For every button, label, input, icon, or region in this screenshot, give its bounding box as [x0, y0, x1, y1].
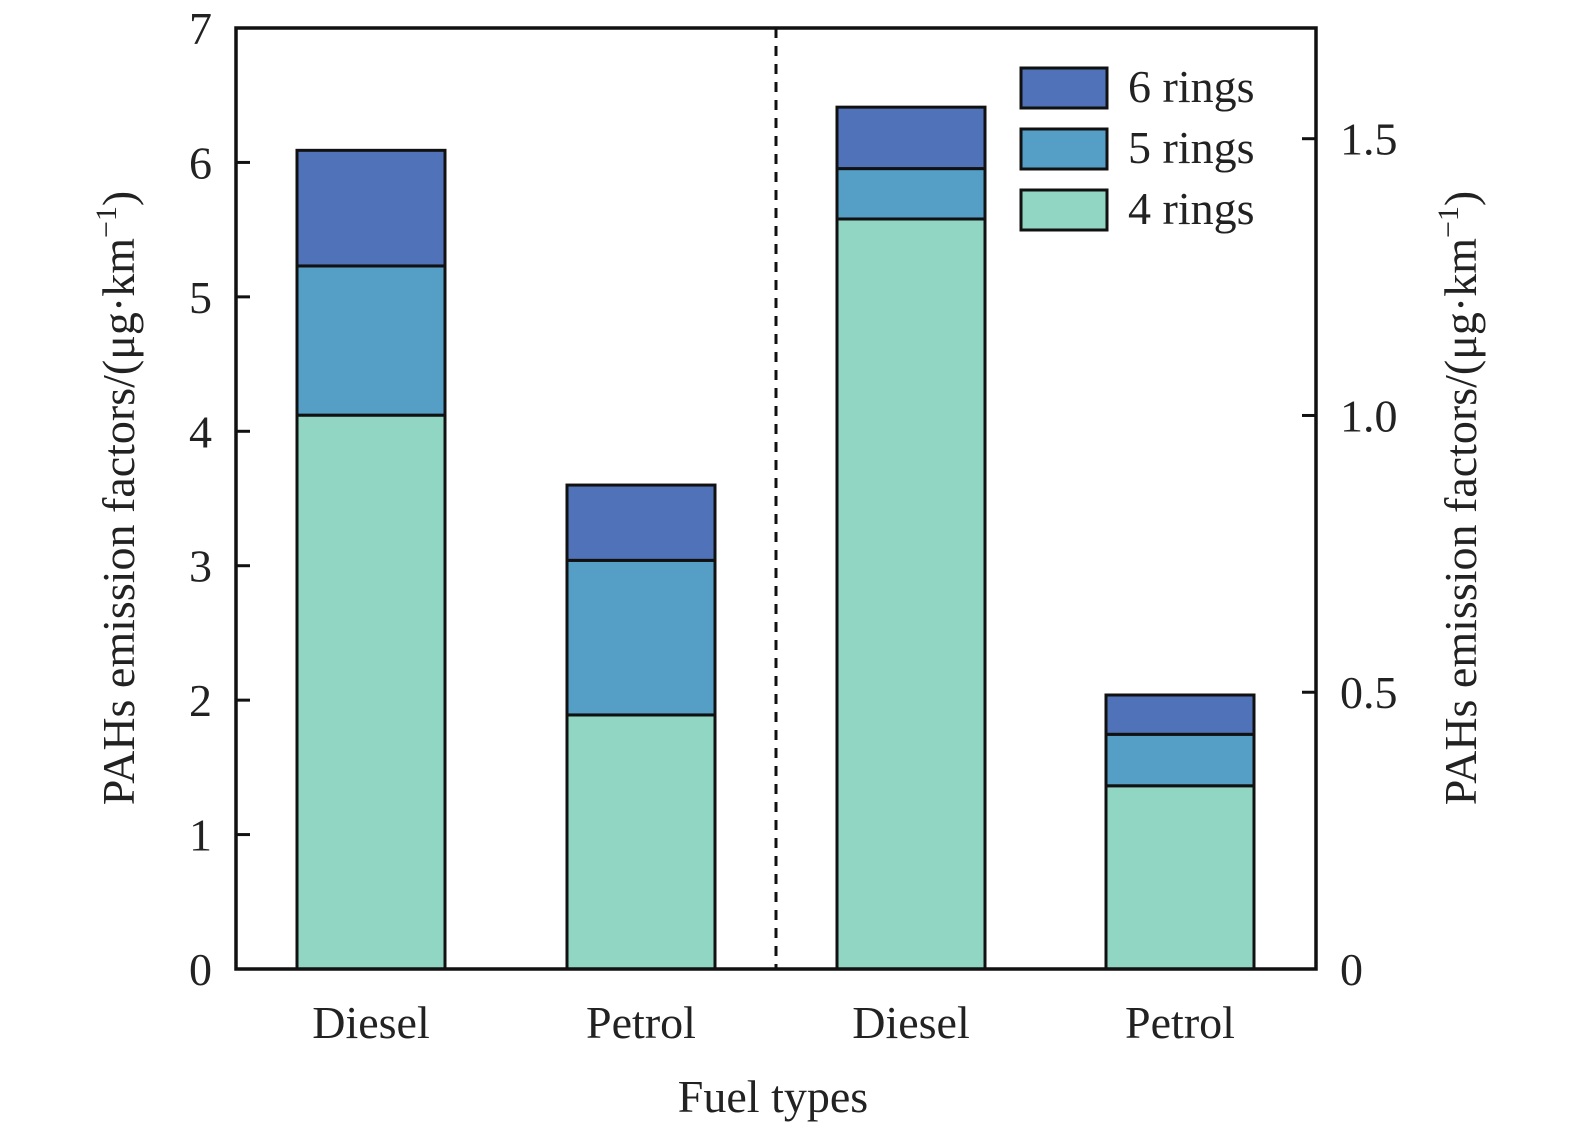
y-right-tick-label: 1.5: [1340, 114, 1398, 165]
y-right-tick-label: 0: [1340, 944, 1363, 995]
legend: 6 rings 5 rings 4 rings: [1019, 61, 1255, 234]
bar-segment-4-rings-1: [295, 413, 447, 971]
legend-label: 6 rings: [1128, 61, 1255, 112]
y-right-tick-label: 0.5: [1340, 667, 1398, 718]
y-left-tick-label: 5: [189, 272, 212, 323]
category-label: Petrol: [586, 997, 696, 1048]
bars-layer: [295, 105, 1256, 971]
category-label: Diesel: [312, 997, 430, 1048]
bar-segment-6-rings-2: [565, 483, 717, 562]
category-label: Diesel: [852, 997, 970, 1048]
category-label: Petrol: [1125, 997, 1235, 1048]
legend-swatch: [1019, 66, 1109, 110]
bar-segment-5-rings-1: [295, 264, 447, 417]
y-left-tick-label: 3: [189, 541, 212, 592]
plot-frame: [234, 26, 1318, 971]
y-left-tick-label: 4: [189, 406, 212, 457]
y-left-tick-label: 6: [189, 137, 212, 188]
bar-segment-4-rings-2: [565, 713, 717, 971]
y-left-tick-label: 2: [189, 675, 212, 726]
bar-segment-5-rings-2: [565, 558, 717, 717]
bar-segment-5-rings-4: [1104, 732, 1256, 788]
bar-segment-6-rings-4: [1104, 693, 1256, 736]
legend-swatch: [1019, 127, 1109, 171]
bar-segment-5-rings-3: [835, 167, 987, 221]
y-left-tick-label: 0: [189, 944, 212, 995]
y-left-tick-label: 7: [189, 3, 212, 54]
bar-segment-4-rings-4: [1104, 784, 1256, 971]
bar-segment-6-rings-1: [295, 148, 447, 268]
y-right-tick-label: 1.0: [1340, 390, 1398, 441]
ticks-layer: 0 1 2 3 4 5 6 7 0 0.5 1.0 1.5: [189, 3, 1398, 995]
y-axis-title-right: PAHs emission factors/(μg·km−1): [1432, 191, 1486, 806]
legend-swatch: [1019, 188, 1109, 232]
x-axis-title: Fuel types: [678, 1071, 868, 1122]
y-axis-title-left: PAHs emission factors/(μg·km−1): [90, 191, 144, 806]
legend-label: 4 rings: [1128, 183, 1255, 234]
legend-label: 5 rings: [1128, 122, 1255, 173]
category-labels: Diesel Petrol Diesel Petrol: [312, 997, 1235, 1048]
bar-segment-6-rings-3: [835, 105, 987, 171]
y-left-tick-label: 1: [189, 810, 212, 861]
bar-segment-4-rings-3: [835, 217, 987, 971]
